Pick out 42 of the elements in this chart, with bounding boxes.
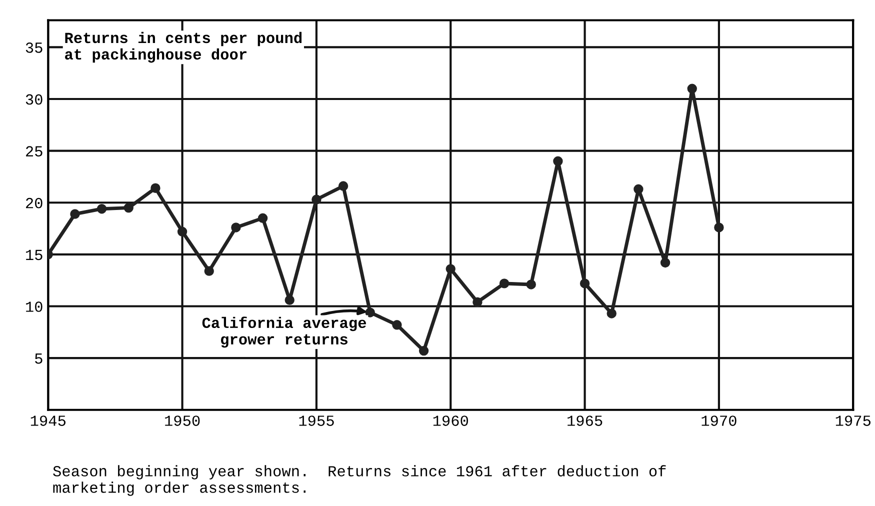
point [338,181,348,191]
point [284,295,294,305]
point [714,222,724,232]
point [553,156,563,166]
point [446,264,456,274]
point [418,346,429,356]
point [634,184,644,194]
y-tick-label: 35 [26,42,42,53]
x-tick-label: 1970 [702,416,736,426]
text: Season beginning year shown. Returns since 1961 after deduction of marketing order assessments. [53,465,666,496]
y-tick-label: 15 [26,250,42,260]
x-tick-label: 1945 [30,416,66,426]
point [150,183,160,193]
x-tick-label: 1960 [433,416,468,426]
y-tick-label: 20 [26,198,42,208]
annotation: Returns in cents per pound at packinghouse door [65,32,302,63]
y-tick-label: 5 [35,354,42,364]
point [258,213,268,224]
y-tick-label: 30 [26,94,42,105]
point [204,266,214,276]
point [472,297,482,307]
point [660,258,670,268]
point [231,222,241,232]
point [526,280,536,290]
point [124,202,134,213]
point [580,278,590,288]
y-tick-label: 25 [26,146,42,156]
x-tick-label: 1955 [299,416,334,426]
point [177,226,188,236]
point [606,308,616,318]
point [70,209,80,219]
point [312,194,322,204]
point [365,308,375,318]
point [392,320,402,330]
x-tick-label: 1965 [568,416,602,426]
annotation: California average grower returns [202,316,366,348]
x-tick-label: 1950 [165,416,200,426]
point [687,84,697,94]
point [96,204,107,214]
x-tick-label: 1975 [836,416,870,426]
y-tick-label: 10 [26,302,42,312]
point [499,278,510,288]
